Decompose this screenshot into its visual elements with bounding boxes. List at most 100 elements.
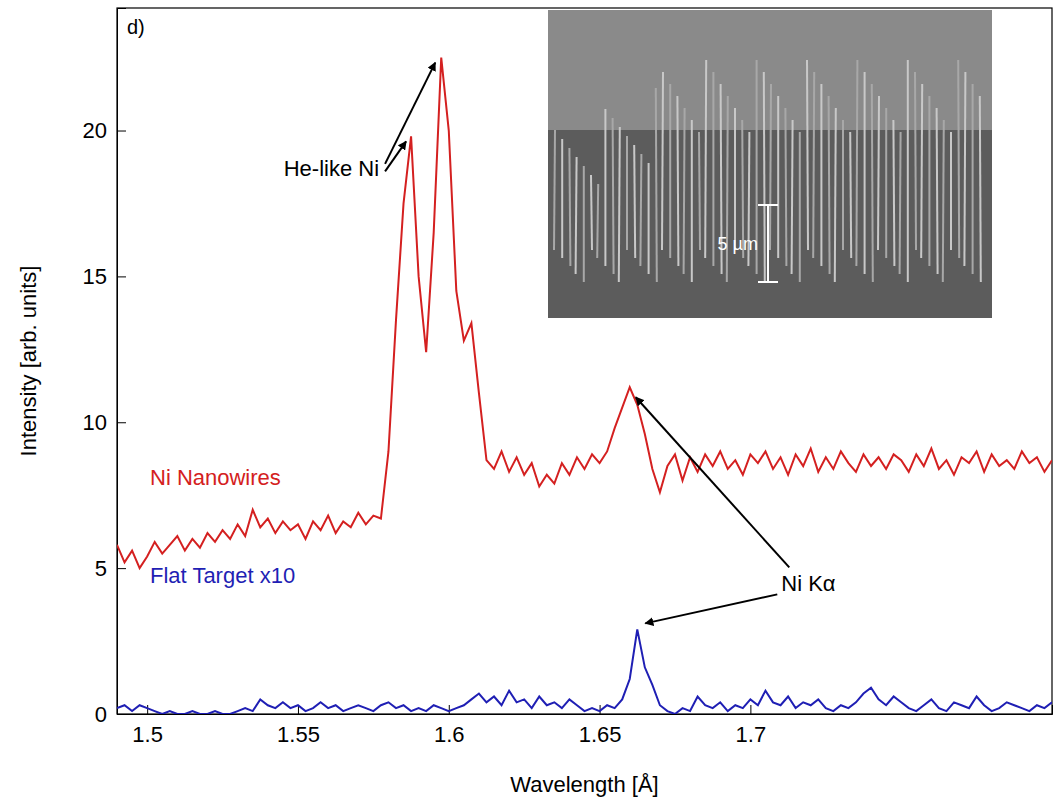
inset-wire bbox=[684, 108, 685, 274]
inset-wire bbox=[799, 132, 801, 282]
inset-wires bbox=[554, 60, 981, 282]
panel-label: d) bbox=[127, 16, 145, 38]
inset-wire bbox=[850, 132, 851, 258]
inset-wire bbox=[864, 72, 866, 274]
x-tick-label: 1.7 bbox=[736, 722, 767, 747]
y-tick-mark bbox=[117, 422, 126, 423]
scale-bar-cap bbox=[758, 281, 778, 283]
inset-wire bbox=[712, 72, 714, 266]
y-tick-mark bbox=[117, 714, 126, 715]
x-axis-title: Wavelength [Å] bbox=[510, 772, 658, 797]
inset-wire bbox=[907, 60, 909, 282]
y-tick: 15 bbox=[83, 264, 126, 289]
y-axis-line bbox=[118, 9, 127, 715]
inset-wire bbox=[928, 96, 930, 266]
inset-wire bbox=[856, 60, 857, 266]
inset-wire bbox=[583, 166, 585, 282]
inset-wire bbox=[554, 130, 555, 250]
series-line bbox=[117, 629, 1052, 714]
x-tick-label: 1.5 bbox=[132, 722, 163, 747]
inset-wire bbox=[893, 120, 894, 266]
x-tick-mark bbox=[449, 705, 450, 714]
inset-wire bbox=[980, 96, 981, 282]
inset-wire bbox=[842, 120, 844, 250]
y-tick-label: 15 bbox=[83, 264, 107, 289]
inset-wire bbox=[764, 72, 765, 282]
y-tick: 5 bbox=[95, 556, 126, 581]
inset-wire bbox=[807, 60, 808, 250]
inset-wire bbox=[634, 145, 635, 258]
inset-wire bbox=[937, 108, 938, 274]
inset-wire bbox=[829, 96, 830, 274]
inset-wire bbox=[619, 127, 620, 282]
x-tick-mark bbox=[750, 705, 751, 714]
inset-wire bbox=[770, 84, 771, 250]
inset-wire bbox=[569, 148, 570, 266]
inset-wire bbox=[597, 184, 598, 258]
inset-background bbox=[548, 10, 992, 318]
inset-wire bbox=[885, 108, 887, 258]
annotation-arrow bbox=[636, 397, 790, 567]
y-tick-label: 5 bbox=[95, 556, 107, 581]
scale-bar-label: 5 µm bbox=[718, 234, 758, 254]
inset-wire bbox=[921, 84, 922, 258]
y-tick-mark bbox=[117, 131, 126, 132]
inset-wire bbox=[613, 118, 614, 274]
x-tick: 1.55 bbox=[277, 705, 320, 747]
inset-wire bbox=[785, 108, 786, 266]
inset-wire bbox=[626, 136, 628, 250]
x-tick-label: 1.6 bbox=[434, 722, 465, 747]
scale-bar-cap bbox=[758, 204, 778, 206]
x-tick: 1.7 bbox=[736, 705, 767, 747]
series-label: Flat Target x10 bbox=[150, 563, 295, 588]
scale-bar bbox=[767, 205, 769, 282]
annotation-arrow bbox=[645, 594, 777, 623]
inset-wire bbox=[656, 88, 657, 282]
inset-wire bbox=[972, 84, 974, 274]
inset-wire bbox=[640, 154, 641, 266]
inset-wire bbox=[915, 72, 916, 250]
inset-wire bbox=[900, 132, 901, 274]
inset-wire bbox=[576, 157, 577, 274]
inset-wire bbox=[561, 139, 563, 258]
y-tick-label: 0 bbox=[95, 702, 107, 727]
inset-wire bbox=[734, 108, 736, 250]
inset-wire bbox=[677, 96, 678, 266]
inset-wire bbox=[872, 84, 873, 282]
chart: 5 µm 1.5 1.55 1.6 1.65 1.7 0 5 10 15 20 Wavelength … bbox=[0, 0, 1060, 803]
inset-wire bbox=[835, 108, 836, 282]
annotation-arrow bbox=[385, 63, 435, 164]
y-tick-mark bbox=[117, 568, 126, 569]
inset-wire bbox=[813, 72, 814, 258]
inset-wire bbox=[777, 96, 779, 258]
y-tick: 10 bbox=[83, 410, 126, 435]
series-label: Ni Nanowires bbox=[150, 465, 281, 490]
series-line bbox=[117, 58, 1052, 569]
inset-wire bbox=[591, 175, 592, 250]
x-tick-label: 1.55 bbox=[277, 722, 320, 747]
annotation: He-like Ni bbox=[284, 156, 379, 181]
inset-wire bbox=[727, 96, 728, 282]
inset-wire bbox=[964, 72, 965, 266]
inset-wire bbox=[943, 120, 944, 282]
inset: 5 µm bbox=[548, 10, 992, 318]
y-tick-mark bbox=[117, 276, 126, 277]
inset-wire bbox=[699, 132, 700, 250]
inset-wire bbox=[792, 120, 793, 274]
inset-wire bbox=[878, 96, 879, 250]
y-axis-title: Intensity [arb. units] bbox=[16, 266, 41, 457]
inset-wire bbox=[662, 72, 663, 250]
y-tick-label: 20 bbox=[83, 118, 107, 143]
y-axis: 0 5 10 15 20 bbox=[83, 9, 126, 727]
inset-wire bbox=[820, 84, 822, 266]
x-tick-label: 1.65 bbox=[579, 722, 622, 747]
y-tick: 20 bbox=[83, 118, 126, 143]
y-tick-label: 10 bbox=[83, 410, 107, 435]
inset-wire bbox=[604, 109, 606, 266]
annotation: Ni Kα bbox=[781, 571, 836, 596]
y-tick: 0 bbox=[95, 702, 126, 727]
inset-wire bbox=[705, 60, 706, 258]
inset-wire bbox=[958, 60, 959, 258]
inset-wire bbox=[669, 84, 671, 258]
inset-wire bbox=[648, 163, 650, 274]
